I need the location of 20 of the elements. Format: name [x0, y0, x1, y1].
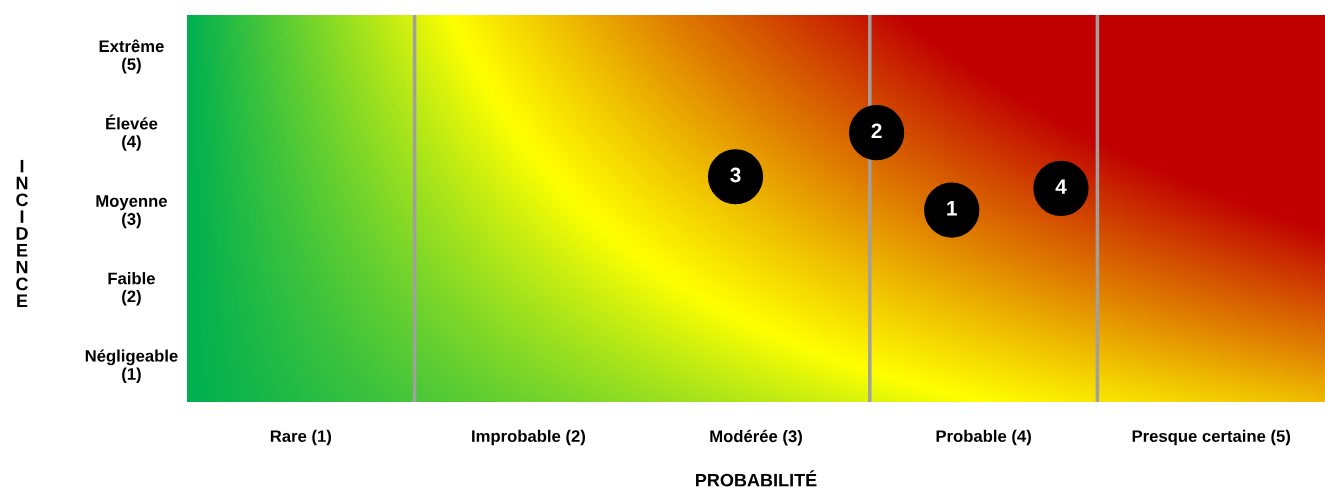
x-axis-title: PROBABILITÉ: [696, 470, 817, 487]
x-tick-label: Rare (1): [270, 429, 331, 446]
y-tick-label: Moyenne (3): [96, 195, 167, 229]
point: [1033, 160, 1089, 216]
x-tick-label: Probable (4): [936, 429, 1031, 446]
y-tick-label: Extrême (5): [99, 39, 164, 74]
x-tick-label: Presque certaine (5): [1132, 429, 1291, 446]
annotation: 1: [947, 201, 957, 216]
y-tick-label: Élevée (4): [106, 114, 158, 151]
text: INCIDENCE: [16, 159, 29, 307]
y-tick-label: Négligeable (1): [85, 349, 178, 384]
x-tick-label: Modérée (3): [710, 429, 802, 446]
annotation: 2: [871, 123, 882, 139]
point: [707, 149, 764, 205]
point: [849, 105, 905, 161]
annotation: 3: [730, 167, 741, 183]
x-tick-label: Improbable (2): [472, 429, 585, 446]
annotation: 4: [1055, 179, 1067, 194]
point: [924, 182, 980, 238]
y-tick-label: Faible (2): [108, 272, 155, 306]
